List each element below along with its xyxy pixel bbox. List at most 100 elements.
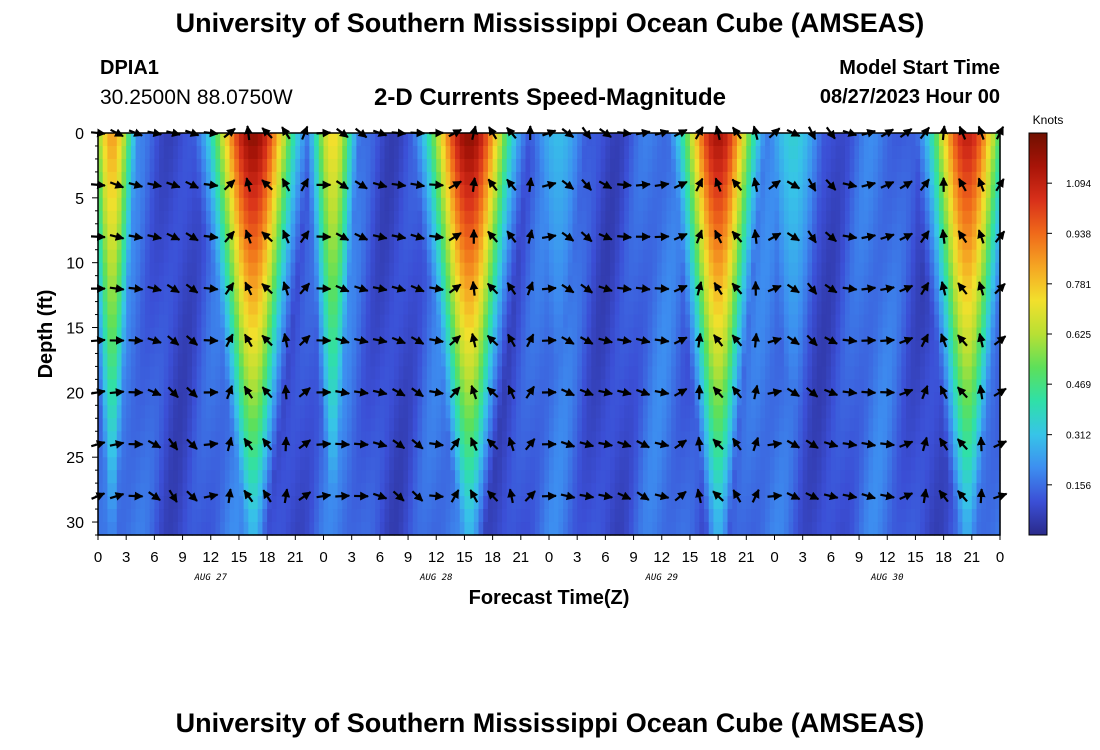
heatmap-cell	[675, 353, 682, 368]
heatmap-cell	[821, 184, 827, 199]
heatmap-cell	[534, 379, 541, 393]
heatmap-cell	[253, 392, 259, 406]
heatmap-cell	[398, 496, 404, 510]
heatmap-cell	[624, 275, 630, 290]
heatmap-cell	[342, 301, 348, 316]
heatmap-cell	[295, 145, 301, 160]
heatmap-cell	[600, 327, 606, 342]
heatmap-cell	[736, 197, 743, 212]
heatmap-cell	[694, 158, 700, 173]
heatmap-cell	[624, 327, 630, 342]
heatmap-cell	[619, 301, 625, 316]
heatmap-cell	[398, 392, 404, 406]
heatmap-cell	[384, 483, 390, 497]
heatmap-cell	[577, 522, 583, 536]
heatmap-cell	[553, 171, 559, 186]
heatmap-cell	[699, 133, 705, 147]
heatmap-cell	[328, 353, 334, 368]
heatmap-cell	[206, 275, 212, 290]
heatmap-cell	[201, 483, 207, 497]
heatmap-cell	[666, 249, 672, 264]
heatmap-cell	[741, 249, 747, 264]
heatmap-cell	[708, 444, 715, 458]
heatmap-cell	[553, 366, 559, 380]
heatmap-cell	[459, 444, 466, 458]
heatmap-cell	[661, 366, 668, 380]
heatmap-cell	[412, 340, 419, 355]
heatmap-cell	[384, 470, 390, 484]
heatmap-cell	[797, 197, 804, 212]
heatmap-cell	[267, 145, 273, 160]
heatmap-cell	[642, 236, 649, 251]
heatmap-cell	[600, 457, 606, 471]
heatmap-cell	[154, 418, 160, 432]
heatmap-cell	[769, 158, 776, 173]
heatmap-cell	[408, 223, 414, 238]
heatmap-cell	[149, 405, 155, 419]
heatmap-cell	[220, 158, 226, 173]
heatmap-cell	[797, 210, 804, 225]
heatmap-cell	[736, 392, 743, 406]
heatmap-cell	[797, 444, 804, 458]
heatmap-cell	[835, 236, 841, 251]
heatmap-cell	[196, 379, 202, 393]
heatmap-cell	[281, 249, 287, 264]
heatmap-cell	[173, 145, 179, 160]
heatmap-cell	[173, 496, 179, 510]
heatmap-cell	[243, 353, 249, 368]
heatmap-cell	[614, 275, 621, 290]
heatmap-cell	[253, 457, 259, 471]
heatmap-cell	[309, 171, 315, 186]
heatmap-cell	[487, 145, 494, 160]
heatmap-cell	[774, 210, 780, 225]
heatmap-cell	[497, 158, 503, 173]
heatmap-cell	[751, 457, 757, 471]
heatmap-cell	[816, 249, 823, 264]
heatmap-cell	[591, 133, 597, 147]
heatmap-cell	[140, 379, 146, 393]
heatmap-cell	[238, 340, 245, 355]
heatmap-cell	[487, 353, 494, 368]
heatmap-cell	[98, 236, 104, 251]
heatmap-cell	[389, 236, 395, 251]
heatmap-cell	[229, 223, 235, 238]
heatmap-cell	[563, 184, 569, 199]
heatmap-cell	[769, 522, 776, 536]
heatmap-cell	[563, 223, 569, 238]
heatmap-cell	[534, 275, 541, 290]
heatmap-cell	[610, 145, 616, 160]
heatmap-cell	[121, 133, 127, 147]
heatmap-cell	[163, 210, 170, 225]
heatmap-cell	[694, 353, 700, 368]
heatmap-cell	[769, 197, 776, 212]
heatmap-cell	[483, 262, 489, 277]
heatmap-cell	[262, 379, 268, 393]
heatmap-cell	[276, 483, 282, 497]
heatmap-cell	[107, 145, 113, 160]
heatmap-cell	[187, 158, 193, 173]
heatmap-cell	[718, 522, 724, 536]
heatmap-cell	[281, 197, 287, 212]
heatmap-cell	[788, 158, 794, 173]
heatmap-cell	[206, 327, 212, 342]
heatmap-cell	[797, 158, 804, 173]
heatmap-cell	[417, 145, 423, 160]
heatmap-cell	[624, 288, 630, 303]
heatmap-cell	[816, 197, 823, 212]
heatmap-cell	[196, 197, 202, 212]
heatmap-cell	[290, 483, 296, 497]
heatmap-cell	[812, 379, 818, 393]
heatmap-cell	[614, 197, 621, 212]
heatmap-cell	[572, 210, 578, 225]
heatmap-cell	[135, 197, 141, 212]
heatmap-cell	[206, 171, 212, 186]
heatmap-cell	[844, 145, 851, 160]
heatmap-cell	[478, 340, 484, 355]
heatmap-cell	[459, 340, 466, 355]
heatmap-cell	[351, 457, 357, 471]
heatmap-cell	[699, 522, 705, 536]
heatmap-cell	[502, 249, 508, 264]
heatmap-cell	[130, 509, 137, 523]
heatmap-cell	[431, 379, 437, 393]
heatmap-cell	[765, 392, 771, 406]
